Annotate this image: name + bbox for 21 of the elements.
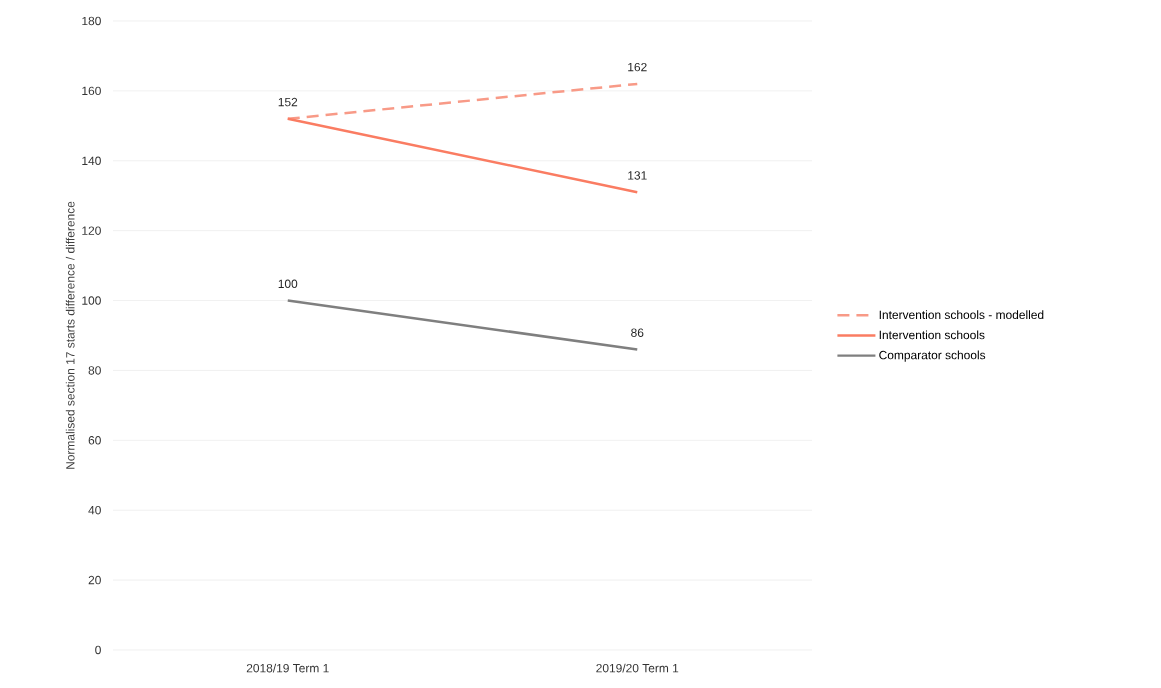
- legend-label: Comparator schools: [879, 350, 986, 362]
- legend-label: Intervention schools: [879, 330, 985, 340]
- x-tick-label: 2019/20 Term 1: [596, 663, 679, 673]
- y-tick-label: 140: [82, 156, 101, 165]
- y-tick-label: 80: [88, 366, 101, 375]
- data-label: 162: [628, 62, 647, 72]
- y-tick-label: 180: [82, 16, 101, 26]
- y-tick-label: 100: [82, 296, 101, 305]
- y-tick-label: 0: [95, 645, 101, 655]
- x-tick-label: 2018/19 Term 1: [246, 663, 329, 673]
- y-tick-label: 160: [82, 86, 101, 96]
- y-tick-label: 40: [88, 505, 101, 515]
- y-tick-label: 60: [88, 436, 101, 445]
- y-axis-title: Normalised section 17 starts difference / difference: [65, 201, 75, 469]
- legend-label: Intervention schools - modelled: [879, 310, 1044, 320]
- y-tick-label: 20: [88, 575, 101, 585]
- data-label: 131: [628, 171, 647, 180]
- data-label: 86: [631, 328, 644, 337]
- data-label: 152: [278, 97, 298, 107]
- y-tick-label: 120: [82, 226, 101, 235]
- data-label: 100: [278, 279, 298, 289]
